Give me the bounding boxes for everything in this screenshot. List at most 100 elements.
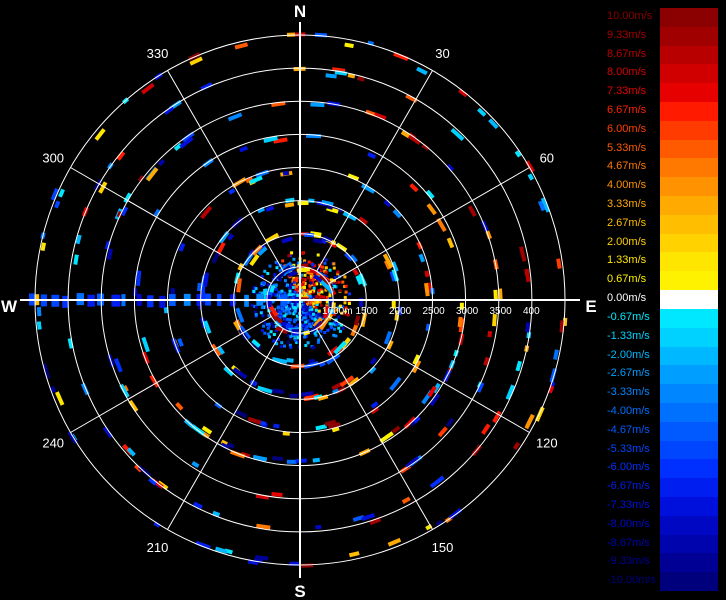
range-label: 2500 — [423, 306, 446, 317]
echo-cell — [317, 338, 321, 342]
legend-swatch — [660, 421, 718, 441]
echo-cell — [347, 302, 351, 305]
legend-label: -5.33m/s — [607, 442, 650, 455]
echo-cell — [324, 274, 328, 278]
echo-cell — [148, 477, 157, 486]
echo-cell — [299, 273, 303, 277]
echo-cell — [254, 305, 258, 309]
echo-cell — [379, 431, 394, 444]
legend-label: 7.33m/s — [607, 85, 647, 98]
echo-cell — [289, 335, 293, 339]
echo-cell — [370, 401, 379, 409]
echo-cell — [301, 288, 304, 291]
echo-cell — [303, 273, 307, 277]
echo-cell — [141, 82, 155, 95]
echo-cell — [353, 315, 361, 326]
echo-cell — [141, 336, 150, 353]
echo-cell — [277, 337, 280, 341]
echo-cell — [271, 492, 283, 497]
echo-cell — [278, 315, 282, 319]
echo-cell — [227, 233, 235, 241]
echo-cell — [315, 329, 319, 333]
echo-cell — [321, 199, 334, 207]
echo-cell — [340, 305, 344, 309]
echo-cell — [477, 107, 487, 117]
echo-cell — [369, 357, 378, 366]
echo-cell — [427, 385, 437, 398]
echo-cell — [211, 251, 220, 264]
echo-cell — [292, 257, 296, 261]
echo-cell — [36, 321, 42, 330]
azimuth-spoke — [167, 70, 284, 272]
echo-cell — [232, 367, 248, 380]
echo-cell — [263, 135, 278, 144]
legend-row: -9.33m/s — [605, 553, 718, 573]
echo-cell — [309, 281, 313, 285]
echo-cell — [344, 42, 354, 49]
echo-cell — [330, 325, 334, 329]
legend-swatch — [660, 290, 718, 309]
echo-cell — [316, 253, 320, 257]
echo-cell — [307, 260, 311, 264]
echo-cell — [293, 290, 297, 294]
echo-cell — [272, 339, 276, 343]
echo-cell — [286, 283, 289, 287]
echo-cell — [163, 307, 169, 314]
echo-cell — [283, 291, 287, 295]
legend-swatch — [660, 327, 718, 347]
legend-swatch — [660, 252, 718, 272]
azimuth-spoke — [167, 328, 284, 530]
legend-label: -1.33m/s — [607, 329, 650, 342]
echo-cell — [429, 393, 441, 407]
echo-cell — [282, 170, 290, 176]
legend-label: 0.00m/s — [607, 292, 647, 305]
echo-cell — [437, 426, 448, 438]
legend-swatch — [660, 8, 718, 27]
echo-cell — [274, 260, 278, 264]
echo-cell — [50, 187, 59, 201]
echo-cell — [236, 278, 242, 293]
echo-cell — [120, 206, 129, 217]
echo-cell — [309, 312, 313, 316]
echo-cell — [191, 460, 200, 468]
echo-cell — [342, 211, 357, 222]
echo-cell — [290, 307, 294, 311]
legend-label: 8.00m/s — [607, 66, 647, 79]
echo-cell — [42, 363, 51, 379]
legend-row: 2.00m/s — [605, 233, 718, 253]
echo-cell — [267, 324, 271, 328]
legend-swatch — [660, 196, 718, 215]
echo-cell — [255, 493, 270, 500]
legend-swatch — [660, 214, 718, 234]
echo-cell — [332, 281, 336, 285]
echo-cell — [250, 380, 258, 387]
echo-cell — [319, 265, 323, 269]
legend-row: -8.67m/s — [605, 534, 718, 554]
range-label: 400 — [523, 306, 540, 317]
echo-cell — [311, 277, 315, 281]
echo-cell — [200, 286, 206, 302]
echo-cell — [227, 112, 243, 122]
echo-cell — [368, 366, 377, 375]
echo-cell — [159, 295, 166, 308]
legend-row: 2.67m/s — [605, 214, 718, 234]
echo-cell — [344, 252, 354, 262]
echo-cell — [336, 272, 340, 276]
echo-cell — [403, 416, 417, 429]
echo-cell — [310, 331, 314, 335]
echo-cell — [266, 326, 270, 330]
echo-cell — [335, 242, 348, 253]
echo-cell — [292, 276, 296, 280]
legend-swatch — [660, 384, 718, 403]
echo-cell — [308, 308, 312, 312]
echo-cell — [333, 284, 337, 288]
azimuth-label: 150 — [432, 540, 454, 555]
echo-cell — [203, 272, 210, 287]
echo-cell — [309, 274, 313, 278]
echo-cell — [197, 282, 202, 292]
legend-label: 3.33m/s — [607, 198, 647, 211]
echo-cell — [286, 317, 290, 321]
echo-cell — [261, 329, 264, 332]
echo-cell — [337, 280, 341, 284]
azimuth-label: 30 — [435, 46, 449, 61]
